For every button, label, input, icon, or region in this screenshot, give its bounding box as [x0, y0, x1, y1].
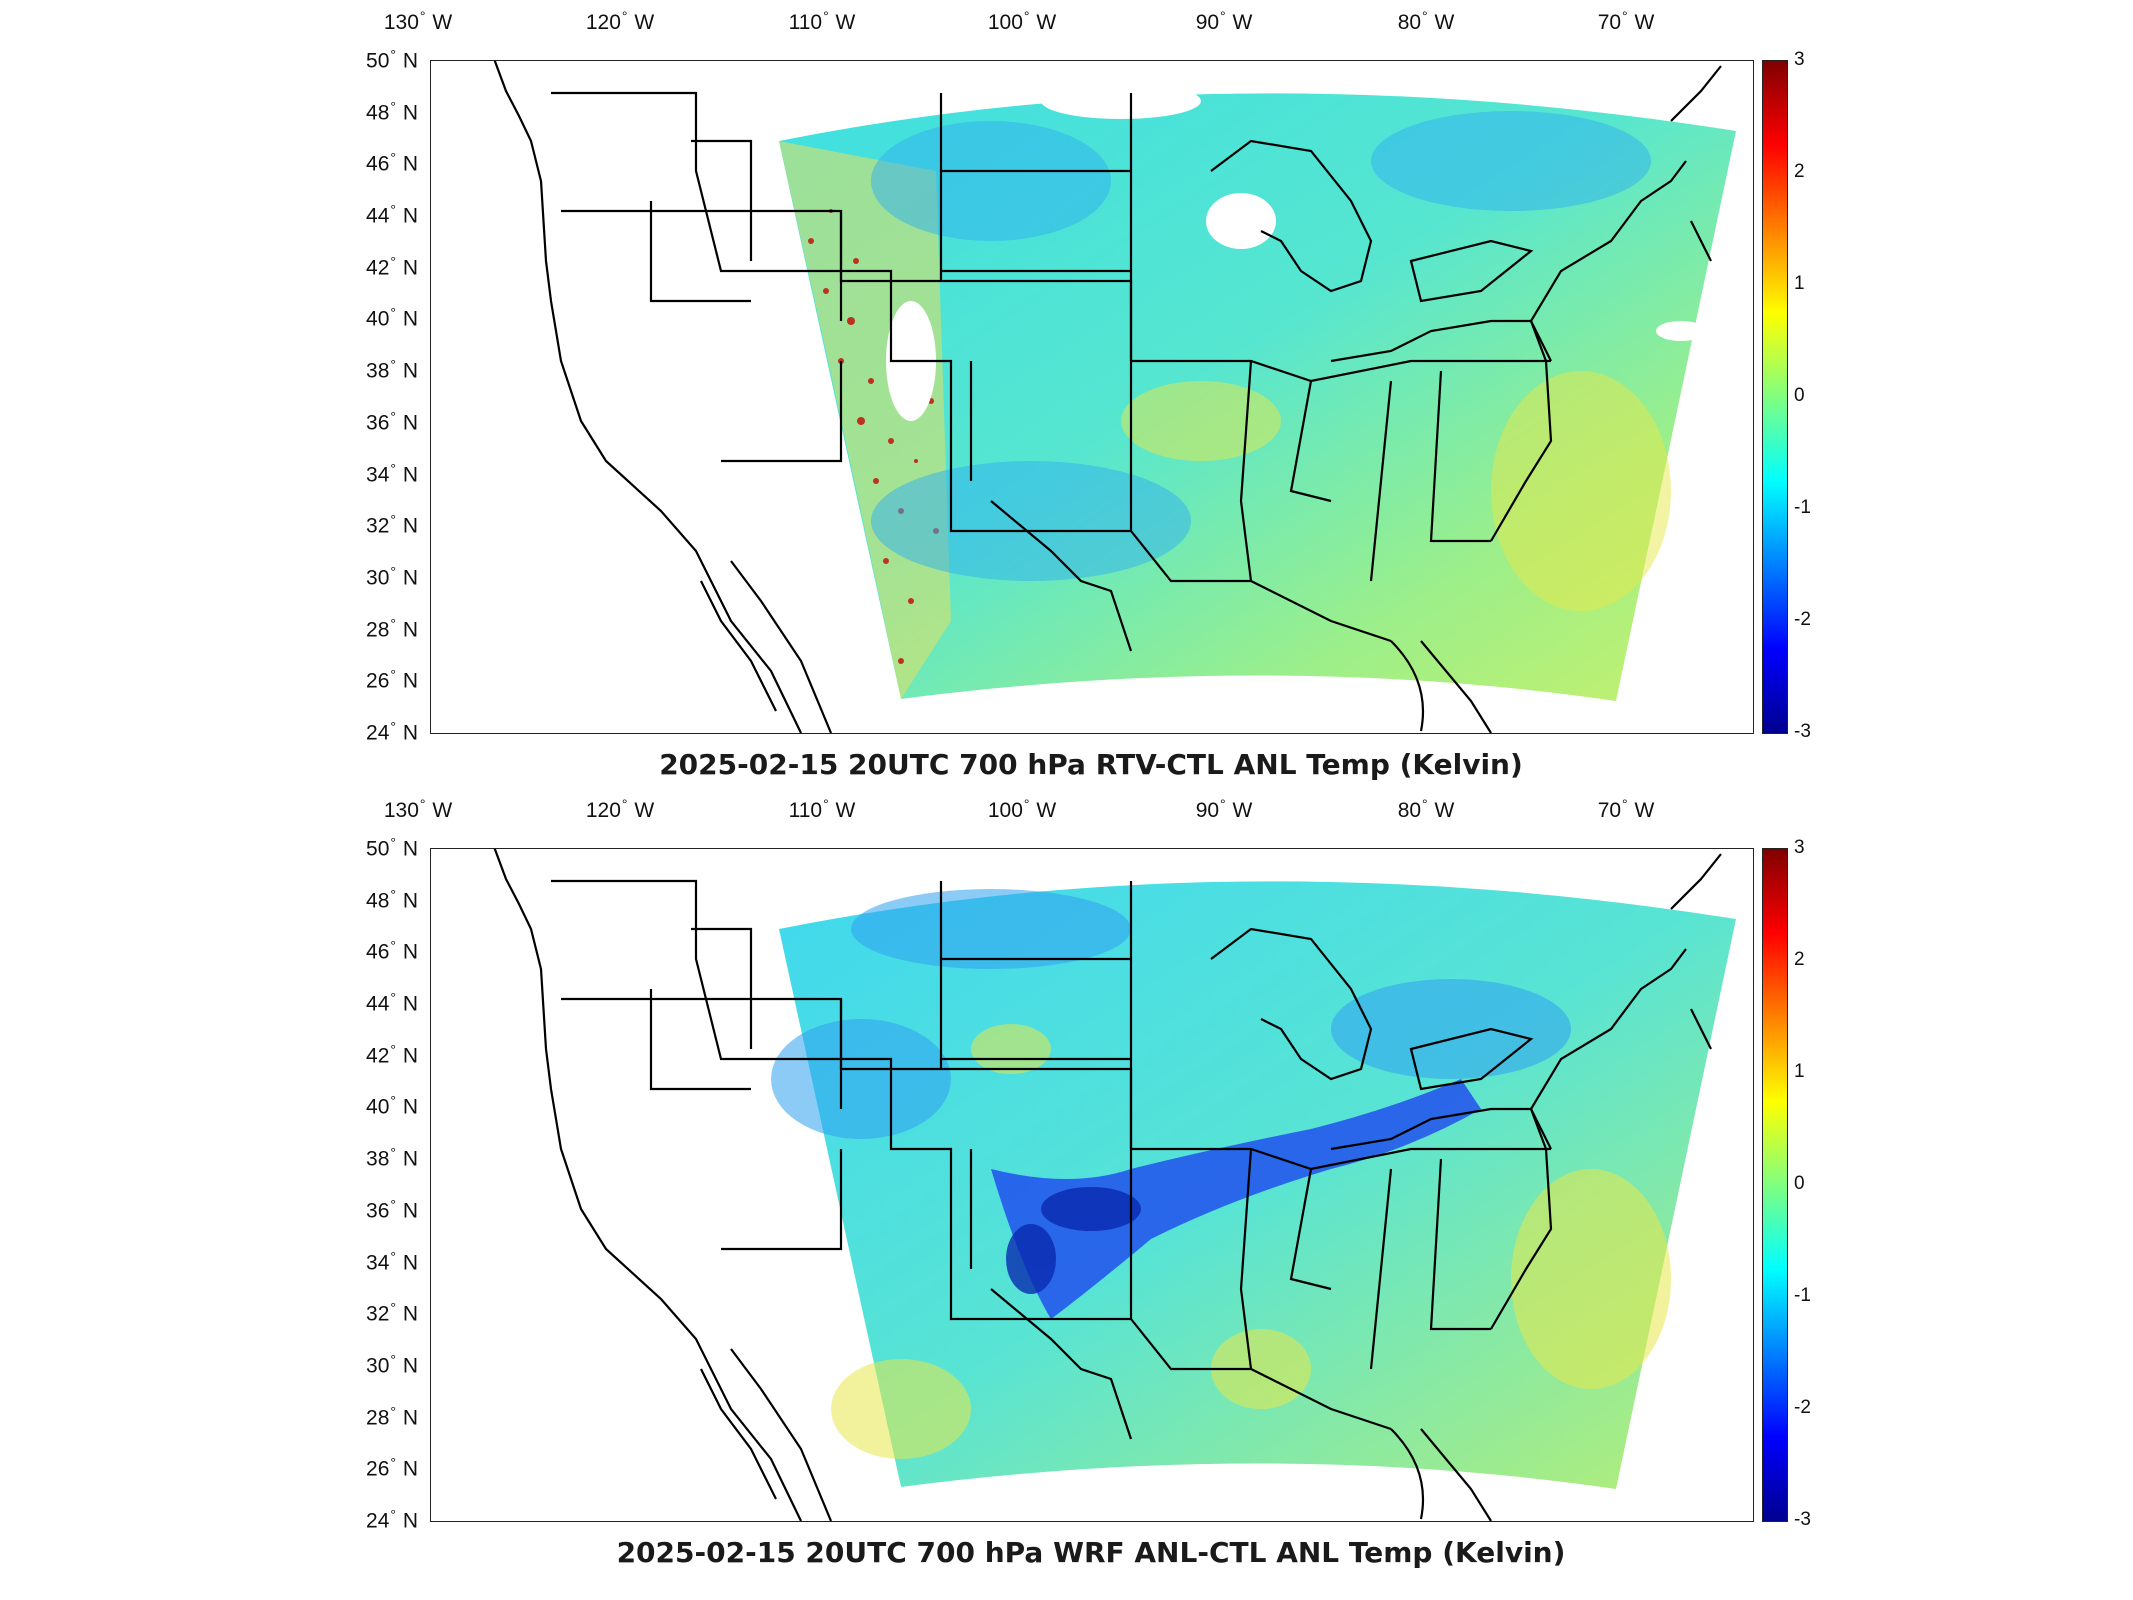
- longitude-label: 100° W: [987, 8, 1057, 34]
- longitude-label: 110° W: [788, 796, 856, 822]
- latitude-label: 48° N: [366, 98, 418, 125]
- longitude-label: 70° W: [1597, 8, 1655, 34]
- coldest-core: [1006, 1187, 1141, 1294]
- colorbar: [1762, 848, 1788, 1522]
- latitude-label: 36° N: [366, 408, 418, 435]
- map-area: [430, 848, 1754, 1522]
- latitude-label: 44° N: [366, 201, 418, 228]
- latitude-label: 34° N: [366, 460, 418, 487]
- colorbar-tick-label: 3: [1794, 837, 1805, 858]
- colorbar-tick-label: -1: [1794, 497, 1811, 518]
- coastlines-and-borders: [493, 61, 1722, 733]
- latitude-label: 30° N: [366, 563, 418, 590]
- longitude-label: 130° W: [383, 8, 453, 34]
- latitude-label: 36° N: [366, 1196, 418, 1223]
- panel-title: 2025-02-15 20UTC 700 hPa RTV-CTL ANL Tem…: [659, 748, 1523, 781]
- latitude-label: 50° N: [366, 834, 418, 861]
- latitude-label: 42° N: [366, 253, 418, 280]
- colorbar-tick-label: 1: [1794, 1061, 1805, 1082]
- longitude-label: 120° W: [585, 8, 655, 34]
- colorbar-tick-label: -2: [1794, 609, 1811, 630]
- longitude-label: 90° W: [1195, 796, 1253, 822]
- latitude-label: 42° N: [366, 1041, 418, 1068]
- latitude-label: 46° N: [366, 149, 418, 176]
- latitude-label: 24° N: [366, 718, 418, 745]
- latitude-label: 26° N: [366, 1454, 418, 1481]
- longitude-label: 120° W: [585, 796, 655, 822]
- colorbar-tick-label: 1: [1794, 273, 1805, 294]
- latitude-label: 38° N: [366, 356, 418, 383]
- latitude-label: 40° N: [366, 304, 418, 331]
- longitude-label: 130° W: [383, 796, 453, 822]
- missing-data-patches: [886, 83, 1706, 421]
- latitude-label: 28° N: [366, 615, 418, 642]
- latitude-label: 46° N: [366, 937, 418, 964]
- longitude-label: 100° W: [987, 796, 1057, 822]
- latitude-label: 38° N: [366, 1144, 418, 1171]
- colorbar: [1762, 60, 1788, 734]
- latitude-label: 48° N: [366, 886, 418, 913]
- colorbar-tick-label: 0: [1794, 1173, 1805, 1194]
- latitude-label: 40° N: [366, 1092, 418, 1119]
- panel-wrf-ctl: 130° W 120° W 110° W 100° W 90° W 80° W 70° W …: [0, 790, 2133, 1600]
- temperature-difference-map: [493, 61, 1736, 733]
- map-area: [430, 60, 1754, 734]
- colorbar-tick-label: 2: [1794, 949, 1805, 970]
- latitude-label: 44° N: [366, 989, 418, 1016]
- cold-anomaly-band: [991, 1079, 1481, 1319]
- colorbar-tick-label: 3: [1794, 49, 1805, 70]
- latitude-label: 28° N: [366, 1403, 418, 1430]
- latitude-label: 24° N: [366, 1506, 418, 1533]
- colorbar-tick-label: -2: [1794, 1397, 1811, 1418]
- panel-title: 2025-02-15 20UTC 700 hPa WRF ANL-CTL ANL…: [616, 1536, 1566, 1569]
- temperature-difference-map: [493, 849, 1736, 1521]
- colorbar-tick-label: -1: [1794, 1285, 1811, 1306]
- latitude-label: 34° N: [366, 1248, 418, 1275]
- colorbar-tick-label: -3: [1794, 1509, 1811, 1530]
- colorbar-tick-label: 2: [1794, 161, 1805, 182]
- longitude-label: 90° W: [1195, 8, 1253, 34]
- coastlines-and-borders: [493, 849, 1722, 1521]
- latitude-label: 50° N: [366, 46, 418, 73]
- longitude-label: 70° W: [1597, 796, 1655, 822]
- warm-anomalies: [1121, 371, 1671, 611]
- panel-rtv-ctl: 130° W 120° W 110° W 100° W 90° W 80° W 70° W …: [0, 0, 2133, 790]
- latitude-label: 32° N: [366, 1299, 418, 1326]
- longitude-label: 80° W: [1397, 8, 1455, 34]
- latitude-label: 26° N: [366, 666, 418, 693]
- latitude-label: 32° N: [366, 511, 418, 538]
- latitude-label: 30° N: [366, 1351, 418, 1378]
- colorbar-tick-label: -3: [1794, 721, 1811, 742]
- longitude-label: 80° W: [1397, 796, 1455, 822]
- colorbar-tick-label: 0: [1794, 385, 1805, 406]
- longitude-label: 110° W: [788, 8, 856, 34]
